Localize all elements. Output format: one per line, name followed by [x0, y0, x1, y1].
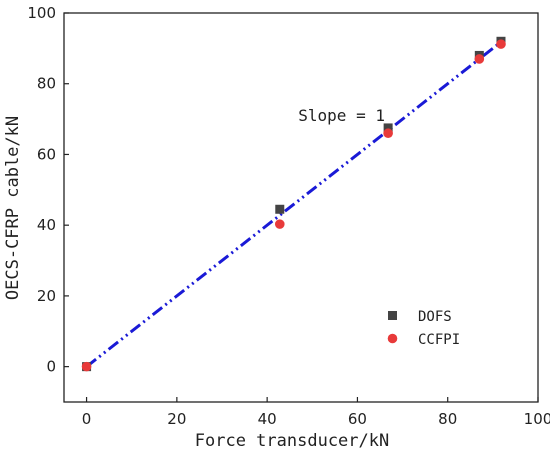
y-tick-label: 0 [46, 358, 56, 376]
y-tick-label: 20 [37, 287, 56, 305]
x-tick-label: 60 [348, 410, 367, 428]
x-tick-label: 40 [258, 410, 277, 428]
y-tick-label: 80 [37, 75, 56, 93]
plot-frame [63, 12, 539, 403]
legend-marker-ccfpi [387, 333, 398, 344]
legend-label-dofs: DOFS [418, 309, 452, 325]
point-ccfpi [474, 54, 485, 64]
x-axis-ticks: 0 20 40 60 80 100 [82, 397, 550, 428]
x-tick-label: 20 [167, 410, 186, 428]
y-axis-title: OECS-CFRP cable/kN [3, 116, 23, 300]
reference-line-layer [85, 40, 502, 368]
x-tick-label: 100 [524, 410, 550, 428]
y-tick-label: 40 [37, 216, 56, 234]
legend: DOFS CCFPI [387, 309, 460, 348]
point-ccfpi [81, 361, 92, 372]
slope-annotation: Slope = 1 [298, 106, 385, 125]
point-ccfpi [383, 128, 393, 139]
y-tick-label: 100 [27, 4, 56, 22]
point-dofs [383, 123, 393, 133]
legend-label-ccfpi: CCFPI [418, 332, 460, 348]
x-tick-label: 0 [82, 410, 92, 428]
y-axis-ticks: 0 20 40 60 80 100 [27, 4, 69, 376]
point-ccfpi [274, 219, 285, 229]
plot-border [63, 12, 539, 403]
point-ccfpi [496, 39, 506, 49]
reference-line [85, 40, 502, 368]
x-axis-title: Force transducer/kN [195, 431, 389, 451]
legend-marker-dofs [388, 311, 397, 320]
x-tick-label: 80 [438, 410, 457, 428]
point-dofs [275, 204, 285, 214]
data-points-layer [81, 36, 506, 372]
y-tick-label: 60 [37, 145, 56, 163]
